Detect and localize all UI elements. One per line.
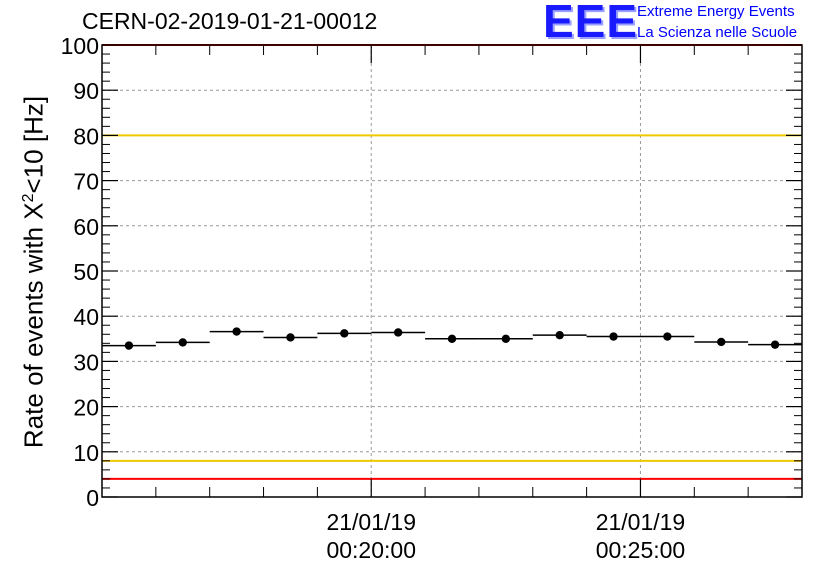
- data-point: [178, 338, 187, 347]
- data-point: [393, 328, 403, 337]
- y-tick-label: 30: [73, 349, 99, 375]
- chart-title: CERN-02-2019-01-21-00012: [82, 8, 378, 34]
- x-tick-label-time: 00:25:00: [596, 537, 686, 563]
- x-tick-label-time: 00:20:00: [326, 537, 416, 563]
- y-tick-label: 20: [73, 395, 99, 421]
- y-tick-label: 10: [73, 440, 99, 466]
- y-axis-label-pre: Rate of events with X: [18, 202, 49, 449]
- data-point: [232, 327, 241, 336]
- y-tick-label: 90: [73, 78, 99, 104]
- data-point: [609, 332, 618, 341]
- logo-line-1: Extreme Energy Events: [637, 3, 795, 20]
- y-tick-label: 100: [61, 33, 99, 59]
- y-tick-label: 70: [73, 169, 99, 195]
- y-tick-label: 60: [73, 214, 99, 240]
- data-point: [501, 334, 511, 343]
- x-tick-label-date: 21/01/19: [326, 509, 416, 535]
- y-tick-label: 50: [73, 259, 99, 285]
- eee-logo: EEE Extreme Energy Events La Scienza nel…: [543, 0, 833, 47]
- y-tick-label: 0: [86, 485, 99, 511]
- x-tick-label-date: 21/01/19: [596, 509, 686, 535]
- axis-ticks: [102, 44, 803, 498]
- data-point: [447, 334, 457, 343]
- data-point: [770, 340, 780, 349]
- data-point: [663, 332, 672, 341]
- y-tick-label: 80: [73, 123, 99, 149]
- data-point: [286, 333, 295, 342]
- y-axis-label-sup: 2: [19, 193, 37, 203]
- y-tick-labels: 0 10 20 30 40 50 60 70 80 90 100: [61, 33, 99, 511]
- y-tick-label: 40: [73, 304, 99, 330]
- y-axis-label-post: <10 [Hz]: [18, 95, 49, 194]
- logo-line-2: La Scienza nelle Scuole: [637, 24, 798, 41]
- logo-mark: EEE: [543, 0, 639, 47]
- data-series: [102, 327, 802, 350]
- plot-frame: [101, 44, 803, 498]
- data-point: [340, 329, 349, 338]
- data-point: [717, 337, 726, 347]
- y-axis-label: Rate of events with X2<10 [Hz]: [19, 96, 50, 448]
- data-point: [124, 341, 134, 350]
- data-point: [555, 330, 564, 340]
